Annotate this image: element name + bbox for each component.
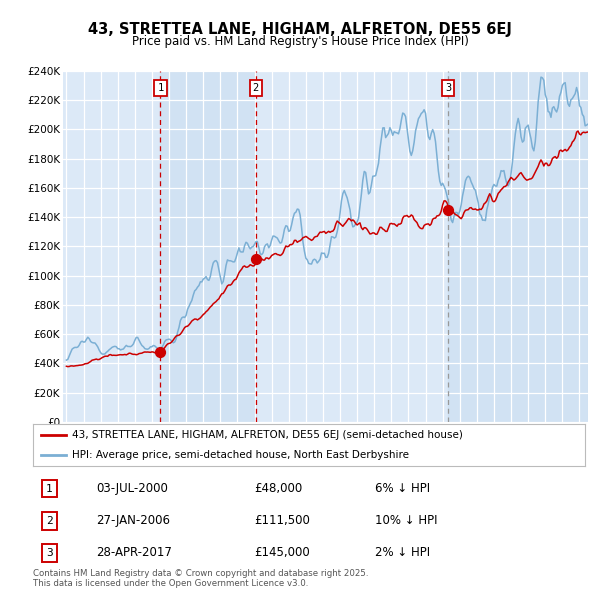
Bar xyxy=(160,71,256,422)
Text: 03-JUL-2000: 03-JUL-2000 xyxy=(97,482,169,495)
Text: 43, STRETTEA LANE, HIGHAM, ALFRETON, DE55 6EJ: 43, STRETTEA LANE, HIGHAM, ALFRETON, DE5… xyxy=(88,22,512,37)
Text: 28-APR-2017: 28-APR-2017 xyxy=(97,546,172,559)
Text: Contains HM Land Registry data © Crown copyright and database right 2025.
This d: Contains HM Land Registry data © Crown c… xyxy=(33,569,368,588)
Text: HPI: Average price, semi-detached house, North East Derbyshire: HPI: Average price, semi-detached house,… xyxy=(71,450,409,460)
Text: 2: 2 xyxy=(253,83,259,93)
Text: 2% ↓ HPI: 2% ↓ HPI xyxy=(375,546,430,559)
Text: Price paid vs. HM Land Registry's House Price Index (HPI): Price paid vs. HM Land Registry's House … xyxy=(131,35,469,48)
Text: £145,000: £145,000 xyxy=(254,546,310,559)
Point xyxy=(251,254,260,264)
Text: 2: 2 xyxy=(46,516,53,526)
Text: 3: 3 xyxy=(445,83,451,93)
Text: 6% ↓ HPI: 6% ↓ HPI xyxy=(375,482,430,495)
Text: £48,000: £48,000 xyxy=(254,482,302,495)
Bar xyxy=(448,71,588,422)
Text: 43, STRETTEA LANE, HIGHAM, ALFRETON, DE55 6EJ (semi-detached house): 43, STRETTEA LANE, HIGHAM, ALFRETON, DE5… xyxy=(71,430,463,440)
Text: 1: 1 xyxy=(157,83,164,93)
Text: £111,500: £111,500 xyxy=(254,514,310,527)
Point xyxy=(443,205,453,215)
Text: 1: 1 xyxy=(46,484,53,493)
Text: 3: 3 xyxy=(46,548,53,558)
Text: 27-JAN-2006: 27-JAN-2006 xyxy=(97,514,170,527)
Text: 10% ↓ HPI: 10% ↓ HPI xyxy=(375,514,438,527)
Point xyxy=(155,347,165,356)
